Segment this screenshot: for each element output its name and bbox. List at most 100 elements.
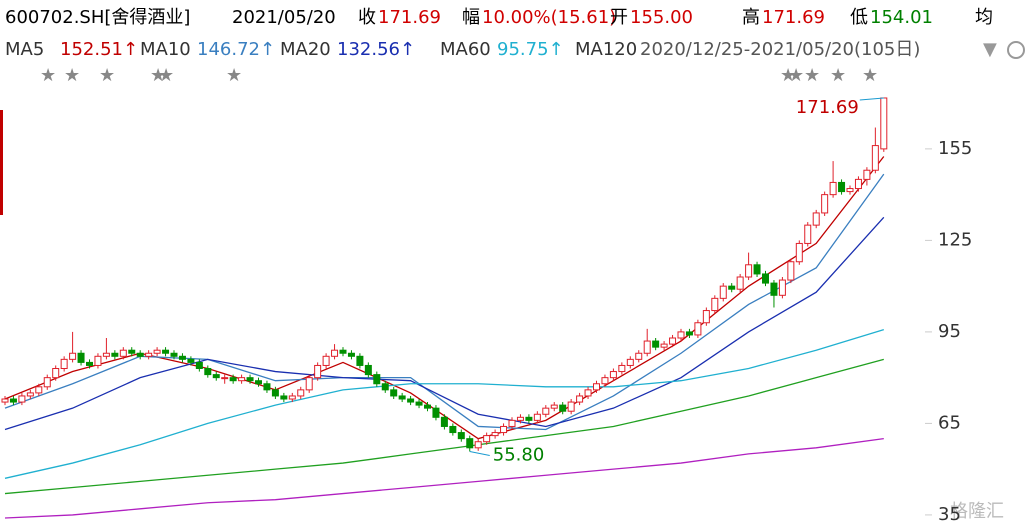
- candle-body: [787, 261, 795, 281]
- candle-body: [187, 358, 195, 363]
- candle-body: [778, 279, 786, 296]
- svg-text:★: ★: [780, 65, 796, 86]
- quote-value: 171.69: [762, 7, 825, 28]
- candle-body: [669, 337, 677, 345]
- candle-body: [626, 358, 634, 366]
- candle-body: [136, 352, 144, 357]
- svg-text:★: ★: [150, 65, 166, 86]
- legend-name: MA5: [5, 39, 44, 60]
- max-pointer: [859, 97, 884, 101]
- candle-body: [195, 361, 203, 370]
- svg-text:★: ★: [226, 65, 242, 86]
- candle-body: [153, 349, 161, 354]
- candle-body: [69, 352, 77, 360]
- candle-body: [618, 364, 626, 373]
- candle-body: [297, 389, 305, 397]
- candle-body: [77, 352, 85, 363]
- candle-body: [26, 392, 34, 397]
- candle-body: [601, 377, 609, 385]
- candle-body: [702, 310, 710, 324]
- legend-name: MA20: [280, 39, 331, 60]
- candle-body: [364, 364, 372, 376]
- quote-label: 幅: [462, 7, 480, 28]
- min-pointer: [469, 450, 490, 456]
- y-tick-label: 95: [938, 321, 961, 342]
- candle-body: [356, 355, 364, 366]
- candle-body: [60, 358, 68, 370]
- candle-body: [491, 432, 499, 437]
- date: 2021/05/20: [232, 7, 336, 28]
- candle-body: [770, 282, 778, 296]
- svg-text:★: ★: [804, 65, 820, 86]
- candle-body: [339, 349, 347, 354]
- candle-body: [635, 352, 643, 360]
- max-label: 171.69: [796, 97, 859, 118]
- candle-body: [119, 349, 127, 357]
- candle-body: [331, 349, 339, 357]
- candle-body: [660, 343, 668, 348]
- candle-body: [719, 285, 727, 299]
- candle-body: [643, 340, 651, 354]
- candle-body: [652, 340, 660, 348]
- candle-body: [128, 349, 136, 354]
- legend-name: MA10: [140, 39, 191, 60]
- candle-body: [35, 386, 43, 394]
- legend-value: 146.72↑: [197, 39, 275, 60]
- candle-body: [829, 181, 837, 196]
- candle-body: [212, 374, 220, 379]
- ma-line: [4, 358, 884, 495]
- candle-body: [550, 404, 558, 409]
- candle-body: [593, 383, 600, 391]
- candle-body: [424, 404, 431, 409]
- candle-body: [255, 380, 262, 385]
- ma-line: [4, 328, 884, 479]
- candle-body: [398, 395, 406, 400]
- candle-body: [516, 416, 524, 421]
- quote-label: 低: [850, 7, 868, 28]
- candle-body: [415, 401, 423, 406]
- candle-body: [812, 212, 820, 226]
- y-tick-label: 65: [938, 412, 961, 433]
- candle-body: [457, 432, 465, 440]
- quote-label: 开: [610, 7, 628, 28]
- candle-body: [609, 371, 617, 379]
- candle-body: [271, 389, 279, 397]
- legend-name: MA120: [575, 39, 637, 60]
- candle-body: [745, 264, 753, 278]
- candle-body: [795, 242, 803, 263]
- legend-name: MA60: [440, 39, 491, 60]
- candle-body: [576, 395, 584, 403]
- stock-title: 600702.SH[舍得酒业]: [5, 7, 190, 28]
- side-marker: [0, 110, 3, 215]
- candle-body: [305, 377, 313, 391]
- legend-value: 132.56↑: [337, 39, 415, 60]
- candle-body: [111, 352, 119, 357]
- candle-body: [871, 145, 879, 171]
- watermark: 格隆汇: [950, 501, 1004, 522]
- candle-body: [347, 352, 355, 357]
- candle-body: [162, 349, 170, 354]
- y-tick-label: 155: [938, 138, 972, 159]
- candle-body: [736, 276, 744, 290]
- quote-label: 均: [975, 7, 993, 28]
- range-text: 2020/12/25-2021/05/20(105日): [640, 39, 920, 60]
- candle-body: [584, 389, 592, 397]
- candle-body: [880, 97, 888, 150]
- ma-line: [4, 216, 885, 431]
- candle-body: [288, 395, 296, 400]
- candle-body: [533, 413, 541, 421]
- legend-value: 95.75↑: [497, 39, 564, 60]
- candle-body: [466, 438, 474, 449]
- candle-body: [449, 425, 457, 434]
- dropdown-arrow[interactable]: ▼: [983, 39, 997, 60]
- candle-body: [204, 368, 212, 376]
- candle-body: [86, 361, 93, 366]
- candle-body: [567, 401, 575, 412]
- quote-value: 155.00: [630, 7, 693, 28]
- candle-body: [685, 331, 693, 336]
- y-tick-label: 125: [938, 229, 972, 250]
- candle-body: [381, 383, 389, 391]
- settings-icon[interactable]: [1007, 41, 1025, 59]
- candle-body: [322, 355, 330, 366]
